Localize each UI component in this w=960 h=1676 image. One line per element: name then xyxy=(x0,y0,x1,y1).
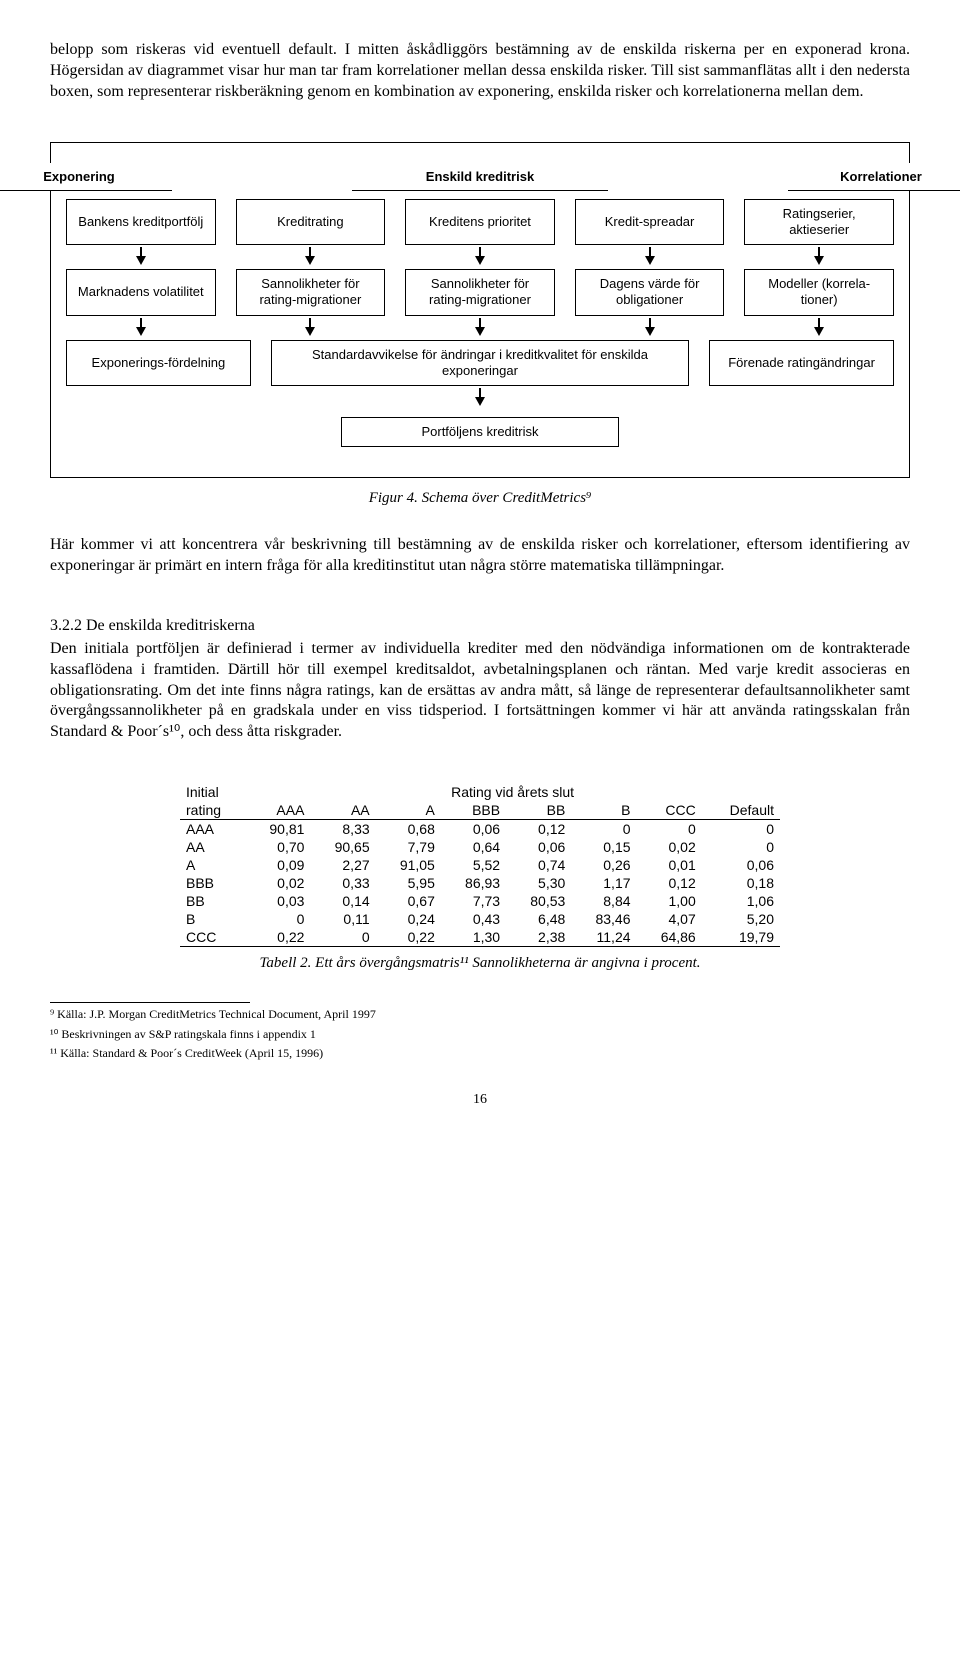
table-header: A xyxy=(376,801,441,820)
transition-matrix-table: Initial Rating vid årets slut rating AAA… xyxy=(180,783,780,949)
diagram-node-final: Portföljens kreditrisk xyxy=(341,417,619,447)
creditmetrics-diagram: Exponering Enskild kreditrisk Korrelatio… xyxy=(50,142,910,478)
arrow-down-icon xyxy=(136,256,146,265)
table-header: Initial xyxy=(180,783,245,801)
diagram-header-enskild: Enskild kreditrisk xyxy=(352,163,608,190)
page-number: 16 xyxy=(50,1092,910,1108)
figure-caption: Figur 4. Schema över CreditMetrics⁹ xyxy=(50,490,910,507)
diagram-node: Exponerings-fördelning xyxy=(66,340,251,387)
table-header: BB xyxy=(506,801,571,820)
diagram-node: Marknadens volatilitet xyxy=(66,269,216,316)
diagram-node: Modeller (korrela-tioner) xyxy=(744,269,894,316)
diagram-node: Standardavvikelse för ändringar i kredit… xyxy=(271,340,689,387)
diagram-node: Kreditens prioritet xyxy=(405,199,555,246)
arrow-down-icon xyxy=(814,256,824,265)
table-row: CCC0,2200,221,302,3811,2464,8619,79 xyxy=(180,928,780,947)
arrow-down-icon xyxy=(475,256,485,265)
table-header: B xyxy=(571,801,636,820)
diagram-node: Sannolikheter för rating-migrationer xyxy=(405,269,555,316)
footnote: ¹⁰ Beskrivningen av S&P ratingskala finn… xyxy=(50,1027,910,1043)
table-header: Default xyxy=(702,801,780,820)
section-heading: 3.2.2 De enskilda kreditriskerna xyxy=(50,617,910,635)
diagram-node: Kredit-spreadar xyxy=(575,199,725,246)
arrow-down-icon xyxy=(645,256,655,265)
footnote-rule xyxy=(50,1002,250,1003)
table-header: AAA xyxy=(245,801,310,820)
diagram-node: Kreditrating xyxy=(236,199,386,246)
table-header: rating xyxy=(180,801,245,820)
intro-paragraph: belopp som riskeras vid eventuell defaul… xyxy=(50,40,910,102)
paragraph-2: Här kommer vi att koncentrera vår beskri… xyxy=(50,535,910,577)
table-row: BBB0,020,335,9586,935,301,170,120,18 xyxy=(180,874,780,892)
arrow-down-icon xyxy=(814,327,824,336)
diagram-node: Dagens värde för obligationer xyxy=(575,269,725,316)
diagram-header-exponering: Exponering xyxy=(0,163,172,190)
table-row: BB0,030,140,677,7380,538,841,001,06 xyxy=(180,892,780,910)
table-header: BBB xyxy=(441,801,506,820)
footnote: ¹¹ Källa: Standard & Poor´s CreditWeek (… xyxy=(50,1046,910,1062)
table-row: AAA90,818,330,680,060,12000 xyxy=(180,819,780,838)
diagram-node: Sannolikheter för rating-migrationer xyxy=(236,269,386,316)
table-header: Rating vid årets slut xyxy=(245,783,780,801)
footnote: ⁹ Källa: J.P. Morgan CreditMetrics Techn… xyxy=(50,1007,910,1023)
arrow-down-icon xyxy=(475,327,485,336)
diagram-header-korrelationer: Korrelationer xyxy=(788,163,960,190)
paragraph-3: Den initiala portföljen är definierad i … xyxy=(50,639,910,743)
table-row: AA0,7090,657,790,640,060,150,020 xyxy=(180,838,780,856)
table-row: A0,092,2791,055,520,740,260,010,06 xyxy=(180,856,780,874)
diagram-node: Förenade ratingändringar xyxy=(709,340,894,387)
arrow-down-icon xyxy=(645,327,655,336)
arrow-down-icon xyxy=(305,256,315,265)
table-header: CCC xyxy=(637,801,702,820)
arrow-down-icon xyxy=(136,327,146,336)
arrow-down-icon xyxy=(475,397,485,406)
table-row: B00,110,240,436,4883,464,075,20 xyxy=(180,910,780,928)
table-header: AA xyxy=(310,801,375,820)
arrow-down-icon xyxy=(305,327,315,336)
table-caption: Tabell 2. Ett års övergångsmatris¹¹ Sann… xyxy=(50,955,910,972)
diagram-node: Ratingserier, aktieserier xyxy=(744,199,894,246)
diagram-node: Bankens kreditportfölj xyxy=(66,199,216,246)
